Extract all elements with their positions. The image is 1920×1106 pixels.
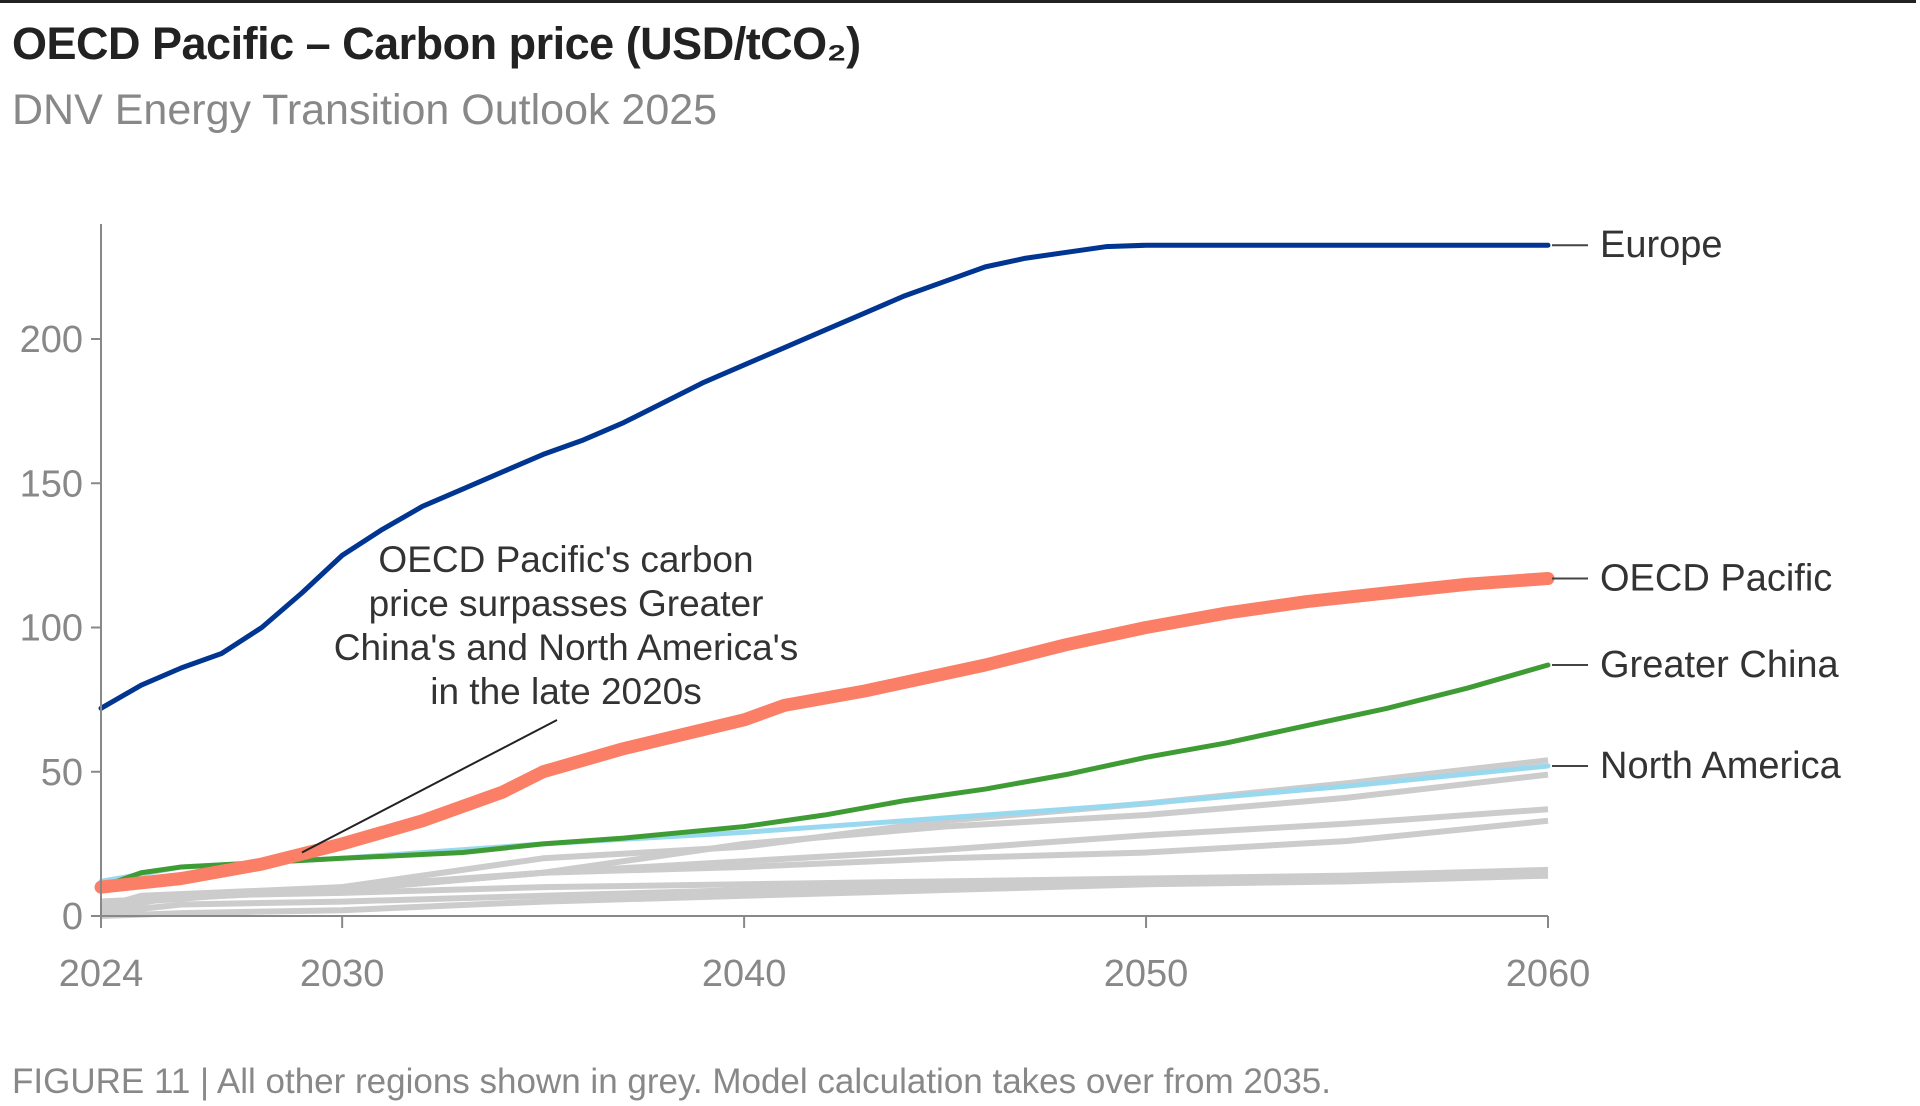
y-tick-label: 100 — [20, 608, 83, 650]
top-rule — [0, 0, 1916, 3]
series-line-other-region — [100, 872, 1549, 919]
y-tick-label: 0 — [62, 896, 83, 938]
annotation-line: OECD Pacific's carbon — [378, 539, 753, 580]
y-tick-label: 150 — [20, 463, 83, 505]
series-label: Greater China — [1600, 644, 1840, 686]
x-tick-label: 2030 — [300, 953, 385, 995]
x-tick-label: 2024 — [59, 953, 144, 995]
axes: 0 50 100 150 200 2024 2030 2040 2050 2060 — [20, 224, 1591, 995]
annotation-line: price surpasses Greater — [369, 583, 764, 624]
x-tick-label: 2060 — [1506, 953, 1591, 995]
y-tick-label: 50 — [41, 752, 83, 794]
figure-caption: FIGURE 11 | All other regions shown in g… — [12, 1062, 1331, 1101]
annotation-line: in the late 2020s — [430, 671, 702, 712]
chart-title: OECD Pacific – Carbon price (USD/tCO₂) — [12, 18, 861, 69]
series-line-other-region — [100, 817, 1549, 905]
y-tick-label: 200 — [20, 319, 83, 361]
series-label: OECD Pacific — [1600, 557, 1832, 599]
annotation-pointer — [301, 719, 558, 854]
x-tick-label: 2040 — [702, 953, 787, 995]
series-labels: Europe OECD Pacific Greater China North Ame… — [1552, 224, 1842, 787]
series-label: North America — [1600, 745, 1842, 787]
x-tick-label: 2050 — [1104, 953, 1189, 995]
highlight-series-group — [94, 242, 1555, 894]
annotation-line: China's and North America's — [334, 627, 799, 668]
series-line-oecd-pacific — [94, 571, 1555, 894]
series-label: Europe — [1600, 224, 1723, 266]
grey-series-group — [100, 757, 1549, 919]
annotation: OECD Pacific's carbon price surpasses Gr… — [301, 539, 799, 854]
chart-subtitle: DNV Energy Transition Outlook 2025 — [12, 86, 718, 134]
series-line-europe — [98, 242, 1551, 711]
